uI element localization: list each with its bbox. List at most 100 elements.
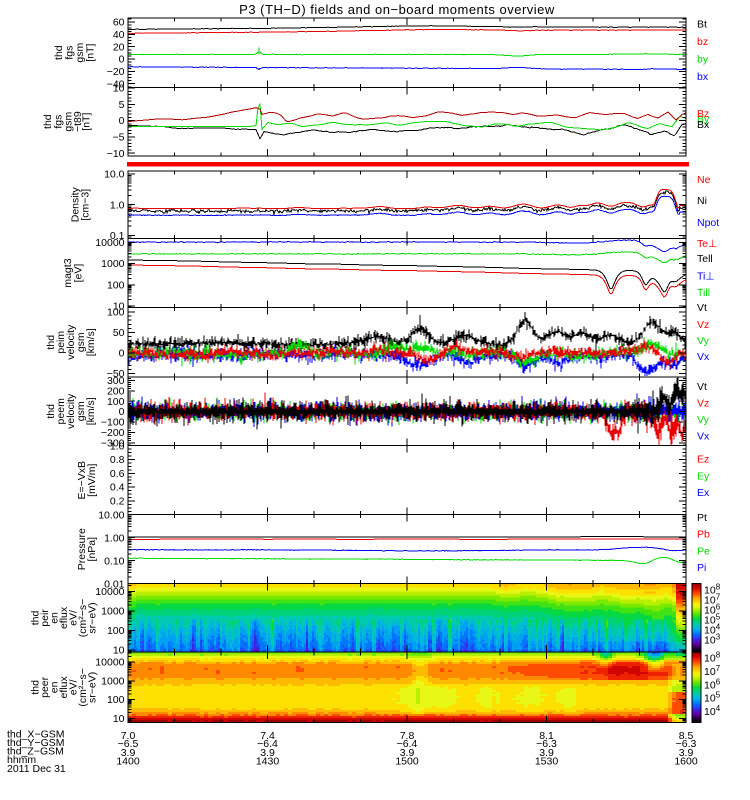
svg-text:Pressure: Pressure xyxy=(76,528,88,570)
svg-text:0.01: 0.01 xyxy=(104,578,125,590)
svg-text:Vx: Vx xyxy=(697,431,710,443)
svg-text:−6.3: −6.3 xyxy=(536,738,557,750)
svg-text:20: 20 xyxy=(113,41,125,53)
svg-text:8.1: 8.1 xyxy=(539,730,554,742)
svg-text:−6.4: −6.4 xyxy=(397,738,418,750)
svg-text:−200: −200 xyxy=(101,427,125,439)
svg-text:Pt: Pt xyxy=(697,512,707,524)
svg-text:peer: peer xyxy=(39,676,51,698)
svg-text:Bx: Bx xyxy=(697,119,710,131)
svg-text:[nT]: [nT] xyxy=(85,44,97,62)
svg-text:Ex: Ex xyxy=(697,487,710,499)
svg-text:Vt: Vt xyxy=(697,302,707,314)
svg-text:en: en xyxy=(49,612,61,624)
svg-text:−10: −10 xyxy=(107,148,125,160)
svg-text:fgs: fgs xyxy=(52,115,64,129)
svg-text:100: 100 xyxy=(107,625,125,637)
svg-text:[nPa]: [nPa] xyxy=(86,537,98,562)
svg-text:fgs: fgs xyxy=(64,46,76,60)
svg-text:0: 0 xyxy=(119,54,125,66)
svg-text:10.0: 10.0 xyxy=(104,169,125,181)
svg-text:0: 0 xyxy=(119,115,125,127)
svg-text:5: 5 xyxy=(119,99,125,111)
svg-text:thd_Z−GSM: thd_Z−GSM xyxy=(7,746,64,758)
svg-text:−40: −40 xyxy=(107,78,125,90)
svg-text:1000: 1000 xyxy=(101,605,125,617)
svg-text:7.8: 7.8 xyxy=(400,730,415,742)
svg-text:By: By xyxy=(697,113,710,125)
svg-text:thd_X−GSM: thd_X−GSM xyxy=(7,728,65,740)
svg-text:Ne: Ne xyxy=(697,174,711,186)
svg-text:300: 300 xyxy=(107,375,125,387)
svg-text:3.9: 3.9 xyxy=(400,747,415,759)
svg-text:−300: −300 xyxy=(101,437,125,449)
svg-text:Pi: Pi xyxy=(697,562,706,574)
svg-text:0: 0 xyxy=(119,348,125,360)
svg-text:1.0: 1.0 xyxy=(110,199,125,211)
svg-text:Npot: Npot xyxy=(697,217,719,229)
svg-text:en: en xyxy=(49,681,61,693)
svg-text:−6.3: −6.3 xyxy=(676,738,697,750)
svg-text:−6.5: −6.5 xyxy=(118,738,139,750)
svg-text:magt3: magt3 xyxy=(62,258,74,287)
svg-text:−5: −5 xyxy=(113,132,125,144)
svg-text:(cm²−s−: (cm²−s− xyxy=(77,599,89,638)
svg-text:−100: −100 xyxy=(101,417,125,429)
svg-text:bz: bz xyxy=(697,36,708,48)
svg-text:Pe: Pe xyxy=(697,546,710,558)
svg-text:10000: 10000 xyxy=(95,237,124,249)
svg-text:Ey: Ey xyxy=(697,471,710,483)
svg-text:Ti⊥: Ti⊥ xyxy=(697,271,715,283)
svg-text:3.9: 3.9 xyxy=(679,747,694,759)
svg-text:[cm−3]: [cm−3] xyxy=(79,189,91,221)
svg-text:1600: 1600 xyxy=(674,755,698,767)
svg-text:200: 200 xyxy=(107,385,125,397)
svg-text:2011 Dec 31: 2011 Dec 31 xyxy=(7,763,66,775)
svg-text:10000: 10000 xyxy=(95,586,124,598)
svg-text:1.00: 1.00 xyxy=(104,532,125,544)
svg-text:(cm²−s−: (cm²−s− xyxy=(77,668,89,707)
svg-text:sr−eV): sr−eV) xyxy=(87,672,99,703)
svg-text:[km/s]: [km/s] xyxy=(85,328,97,356)
svg-text:thd: thd xyxy=(45,335,57,350)
svg-text:thd: thd xyxy=(45,404,57,419)
svg-text:60: 60 xyxy=(113,17,125,29)
svg-text:gsm: gsm xyxy=(63,111,75,131)
svg-text:−6.4: −6.4 xyxy=(257,738,278,750)
svg-text:0.10: 0.10 xyxy=(104,555,125,567)
svg-text:peir: peir xyxy=(39,609,51,627)
svg-text:100: 100 xyxy=(107,694,125,706)
svg-text:eV/: eV/ xyxy=(68,610,80,626)
svg-text:100: 100 xyxy=(107,396,125,408)
svg-text:8.5: 8.5 xyxy=(679,730,694,742)
svg-text:thd: thd xyxy=(42,114,54,129)
svg-text:1530: 1530 xyxy=(535,755,559,767)
svg-text:Vx: Vx xyxy=(697,351,710,363)
svg-text:40: 40 xyxy=(113,29,125,41)
svg-text:10000: 10000 xyxy=(95,657,124,669)
svg-text:0: 0 xyxy=(119,406,125,418)
svg-text:0.8: 0.8 xyxy=(110,454,125,466)
svg-text:by: by xyxy=(697,54,709,66)
svg-text:1000: 1000 xyxy=(101,675,125,687)
svg-text:Te⊥: Te⊥ xyxy=(697,238,717,250)
svg-text:thd_Y−GSM: thd_Y−GSM xyxy=(7,737,65,749)
svg-text:0.4: 0.4 xyxy=(110,482,125,494)
svg-text:Vt: Vt xyxy=(697,381,707,393)
svg-text:[km/s]: [km/s] xyxy=(85,397,97,425)
svg-text:Vz: Vz xyxy=(697,398,709,410)
svg-text:10: 10 xyxy=(113,645,125,657)
svg-text:−t89: −t89 xyxy=(72,111,84,132)
svg-text:[eV]: [eV] xyxy=(73,264,85,283)
svg-text:sr−eV): sr−eV) xyxy=(87,602,99,633)
svg-text:velocity: velocity xyxy=(65,393,77,429)
svg-text:100: 100 xyxy=(107,279,125,291)
svg-text:bx: bx xyxy=(697,71,709,83)
svg-text:Vy: Vy xyxy=(697,414,710,426)
svg-text:0.2: 0.2 xyxy=(110,496,125,508)
svg-text:peem: peem xyxy=(55,398,67,425)
svg-text:−50: −50 xyxy=(107,368,125,380)
svg-text:thd: thd xyxy=(30,680,42,695)
svg-text:10: 10 xyxy=(113,83,125,95)
svg-text:eflux: eflux xyxy=(58,676,70,699)
